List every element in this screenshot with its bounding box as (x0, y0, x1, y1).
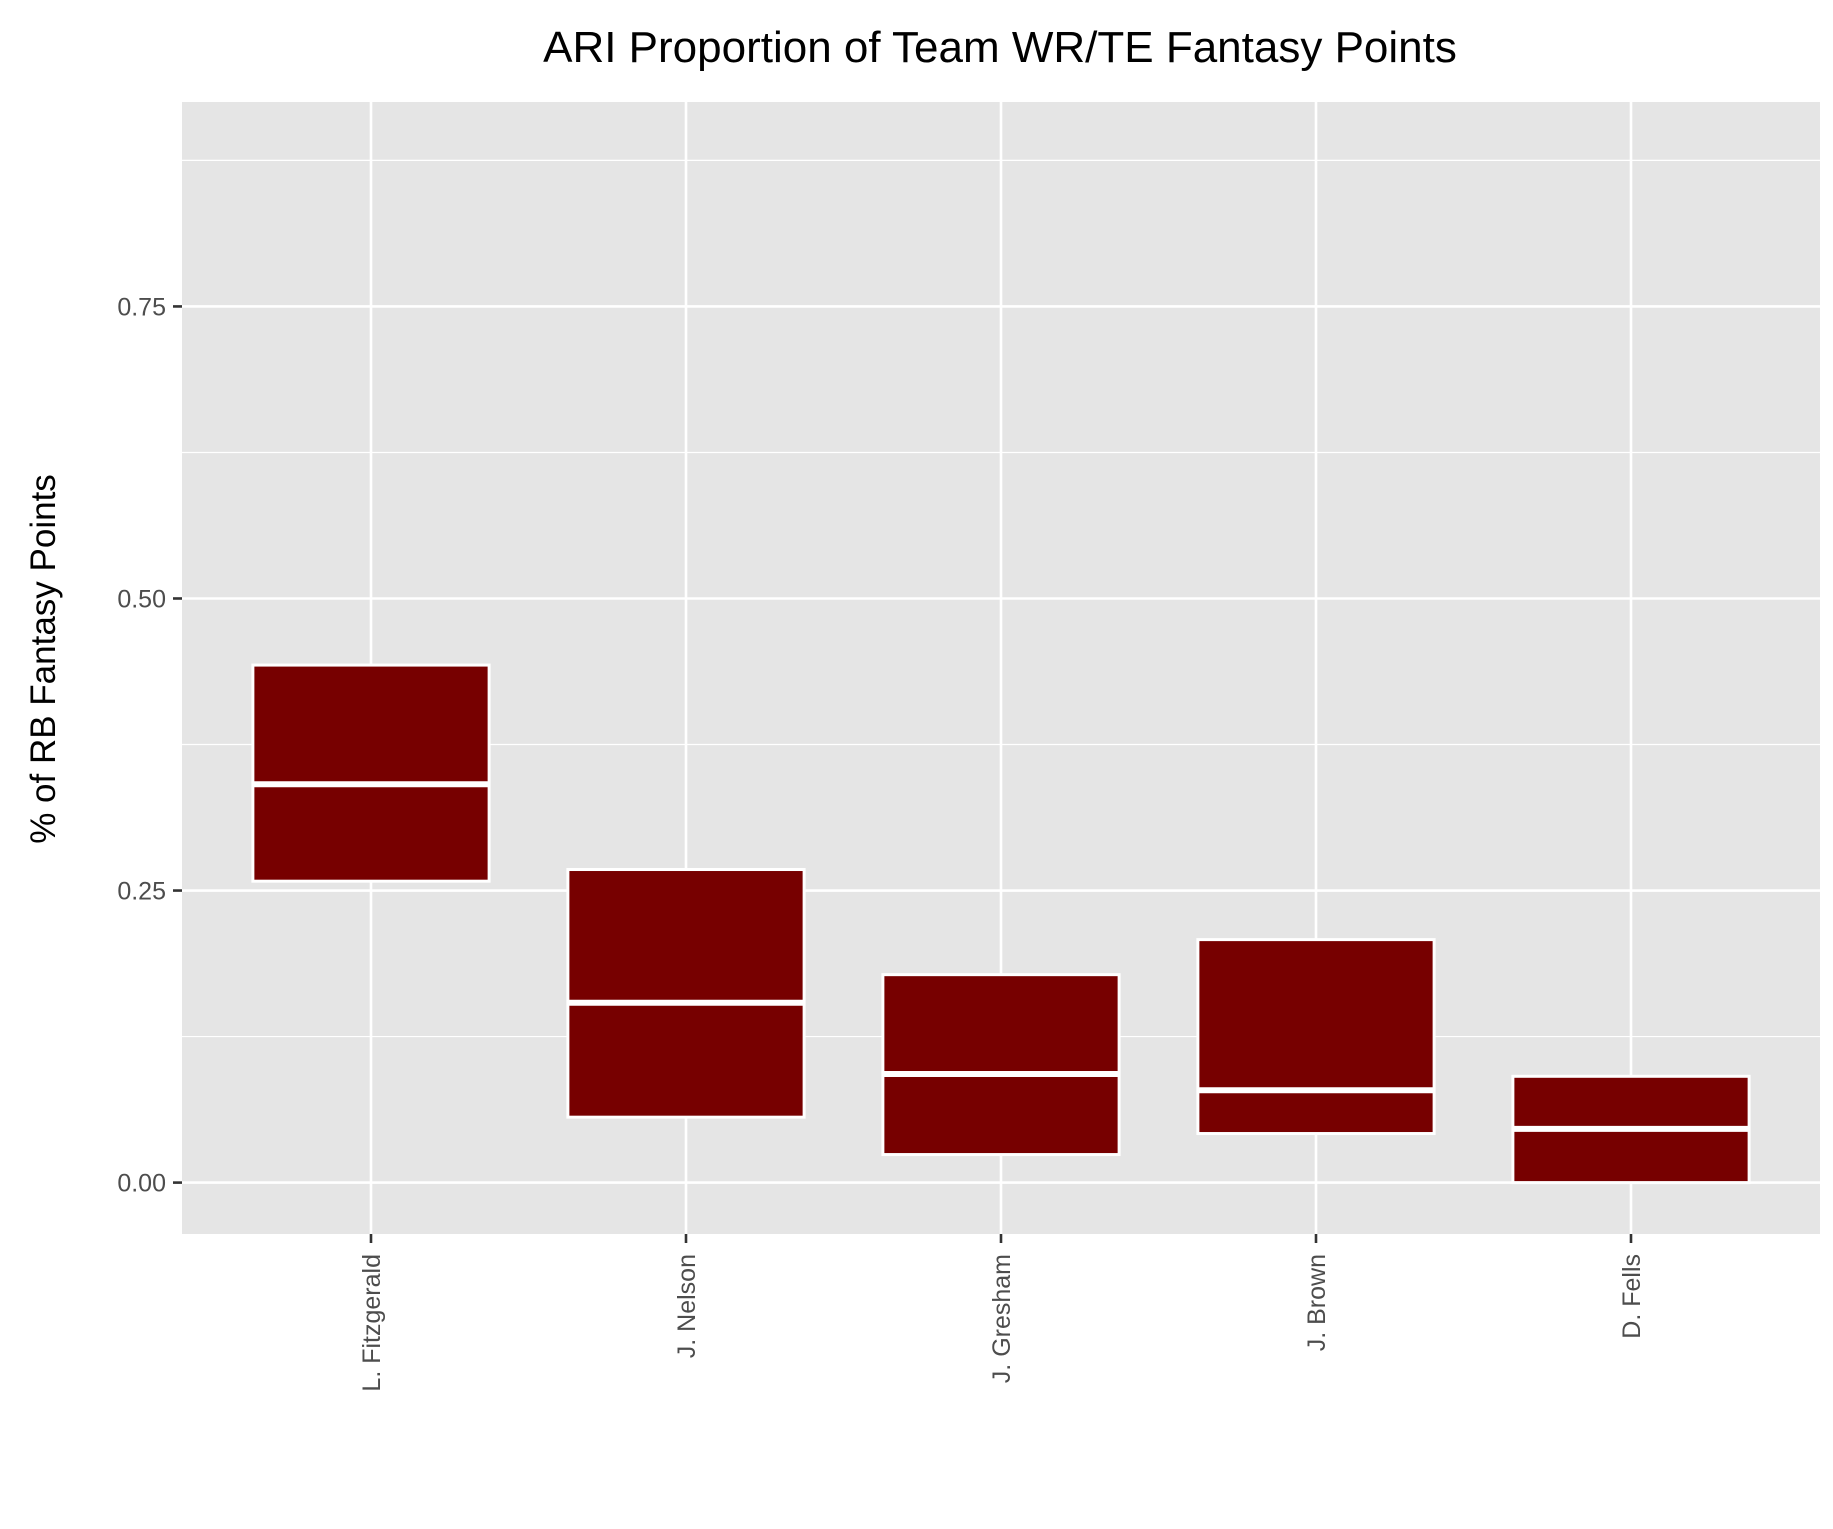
box-l-fitzgerald (251, 663, 491, 883)
y-tick-label: 0.75 (117, 293, 166, 321)
x-tick-label: D. Fells (1618, 1254, 1646, 1339)
y-tick-label: 0.00 (117, 1170, 166, 1198)
box-j-brown (1196, 938, 1436, 1136)
chart-title: ARI Proportion of Team WR/TE Fantasy Poi… (543, 23, 1457, 72)
y-tick-label: 0.25 (117, 878, 166, 906)
y-tick-label: 0.50 (117, 585, 166, 613)
x-tick-label: J. Brown (1303, 1254, 1331, 1351)
box-j-gresham (881, 973, 1121, 1157)
y-axis-title: % of RB Fantasy Points (24, 474, 63, 844)
x-tick-label: J. Gresham (988, 1254, 1016, 1383)
box-j-nelson (566, 868, 806, 1119)
x-tick-label: J. Nelson (673, 1254, 701, 1358)
x-tick-label: L. Fitzgerald (358, 1254, 386, 1392)
plot-panel: 0.00 0.25 0.50 0.75 L. Fitzgerald J. Nelson J.… (117, 102, 1820, 1392)
